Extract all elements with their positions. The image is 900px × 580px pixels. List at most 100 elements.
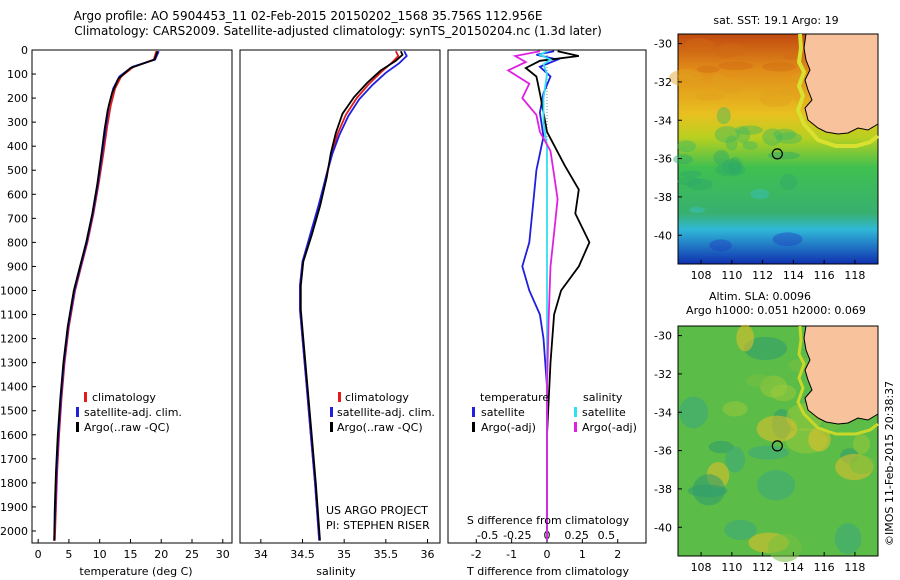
series-line-2 — [299, 50, 404, 541]
difference-series — [506, 50, 591, 541]
legend-s-argo: Argo(-adj) — [582, 421, 637, 434]
salinity-legend: climatology satellite-adj. clim. Argo(..… — [330, 391, 435, 434]
legend-climatology: climatology — [345, 391, 409, 404]
map-xtick-label: 114 — [783, 269, 804, 282]
sst-argo-marker — [771, 148, 783, 160]
diff-t-tick-label: 0 — [544, 548, 551, 561]
legend-argo: Argo(..raw -QC) — [84, 421, 170, 434]
map-ytick-label: -40 — [654, 521, 672, 534]
temp-tick-label: 15 — [123, 548, 137, 561]
map-ytick-label: -32 — [654, 76, 672, 89]
sst-texture-blob — [716, 107, 731, 125]
legend-swatch-s-argo — [574, 422, 577, 432]
map-xtick-label: 110 — [721, 269, 742, 282]
map-ytick-label: -32 — [654, 368, 672, 381]
sla-texture-blob — [708, 440, 734, 454]
temp-tick-label: 5 — [65, 548, 72, 561]
sla-land-australia — [803, 325, 879, 425]
s-difference-label: S difference from climatology — [467, 514, 630, 527]
depth-tick-label: 300 — [7, 116, 28, 129]
sst-texture-blob — [689, 206, 706, 213]
t-difference-label: T difference from climatology — [466, 565, 629, 578]
legend-swatch-climatology — [338, 392, 341, 402]
credit-project: US ARGO PROJECT — [326, 504, 428, 517]
depth-tick-label: 200 — [7, 92, 28, 105]
sst-texture-blob — [677, 73, 692, 80]
sla-texture-blob — [745, 374, 773, 387]
sla-texture-blob — [722, 401, 748, 417]
legend-satellite-adj: satellite-adj. clim. — [337, 406, 435, 419]
map-ytick-label: -40 — [654, 229, 672, 242]
sla-texture-blob — [724, 519, 757, 540]
map-xtick-label: 116 — [814, 561, 835, 574]
sla-map-axes: 108 110 112 114 116 118 -30 -32 -34 -36 -38 -40 — [654, 330, 865, 574]
sst-texture-blob — [694, 92, 725, 101]
map-xtick-label: 114 — [783, 561, 804, 574]
series-line-0 — [521, 50, 561, 541]
sst-texture-blob — [773, 128, 797, 140]
sst-texture — [668, 38, 815, 252]
series-line-3 — [506, 50, 559, 541]
legend-climatology: climatology — [92, 391, 156, 404]
map-xtick-label: 116 — [814, 269, 835, 282]
sst-texture-blob — [717, 43, 746, 58]
temp-tick-label: 20 — [154, 548, 168, 561]
sla-texture-blob — [725, 446, 745, 473]
sla-texture-blob — [692, 474, 726, 506]
sst-texture-blob — [728, 156, 743, 175]
sla-coastal-front — [796, 325, 879, 436]
sst-texture-blob — [718, 61, 753, 71]
depth-tick-label: 1900 — [0, 501, 28, 514]
sst-texture-blob — [715, 49, 734, 59]
sla-map-title-1: Altim. SLA: 0.0096 — [709, 290, 811, 303]
sst-texture-blob — [736, 127, 751, 144]
map-ytick-label: -38 — [654, 483, 672, 496]
sla-texture-blob — [743, 336, 788, 360]
sal-tick-label: 35.5 — [374, 548, 399, 561]
sst-texture-blob — [684, 38, 714, 53]
map-ytick-label: -36 — [654, 153, 672, 166]
sal-tick-label: 34.5 — [290, 548, 315, 561]
sst-texture-blob — [750, 188, 770, 200]
sst-texture-blob — [759, 89, 793, 107]
legend-t-argo: Argo(-adj) — [481, 421, 536, 434]
sst-map-title: sat. SST: 19.1 Argo: 19 — [713, 14, 838, 27]
depth-tick-label: 1500 — [0, 405, 28, 418]
sst-texture-blob — [677, 176, 702, 186]
depth-tick-label: 700 — [7, 212, 28, 225]
map-ytick-label: -30 — [654, 38, 672, 51]
imos-watermark: ©IMOS 11-Feb-2015 20:38:37 — [883, 381, 896, 546]
sla-texture-blob — [757, 470, 796, 501]
sst-texture-blob — [783, 53, 798, 60]
sst-land-australia — [803, 33, 879, 135]
map-xtick-label: 110 — [721, 561, 742, 574]
depth-tick-label: 1300 — [0, 357, 28, 370]
depth-tick-label: 1100 — [0, 309, 28, 322]
diff-t-tick-label: 1 — [579, 548, 586, 561]
sla-texture-blob — [770, 384, 797, 402]
sla-map-title-2: Argo h1000: 0.051 h2000: 0.069 — [686, 304, 866, 317]
legend-argo: Argo(..raw -QC) — [337, 421, 423, 434]
sst-texture-blob — [709, 239, 732, 252]
salinity-plot-frame — [239, 49, 441, 544]
legend-title-temperature: temperature — [480, 391, 549, 404]
sla-texture-blob — [849, 455, 875, 475]
sst-texture-blob — [721, 159, 741, 175]
sst-texture-blob — [714, 78, 744, 94]
title-line-1: Argo profile: AO 5904453_11 02-Feb-2015 … — [74, 9, 543, 23]
sla-texture-blob — [834, 523, 862, 555]
legend-satellite-adj: satellite-adj. clim. — [84, 406, 182, 419]
temp-tick-label: 25 — [185, 548, 199, 561]
sla-texture-blob — [853, 434, 870, 455]
map-xtick-label: 118 — [844, 561, 865, 574]
temperature-xlabel: temperature (deg C) — [79, 565, 192, 578]
map-ytick-label: -36 — [654, 445, 672, 458]
depth-axis-ticks: 0 100 200 300 400 500 600 700 800 900 1000 1100 1200… — [0, 44, 36, 538]
sla-map-panel: Altim. SLA: 0.0096 Argo h1000: 0.051 h20… — [654, 290, 879, 574]
sla-texture-blob — [808, 426, 831, 452]
sst-texture-blob — [734, 125, 763, 135]
legend-swatch-s-satellite — [574, 407, 577, 417]
legend-title-salinity: salinity — [583, 391, 623, 404]
sst-texture-blob — [742, 140, 758, 150]
